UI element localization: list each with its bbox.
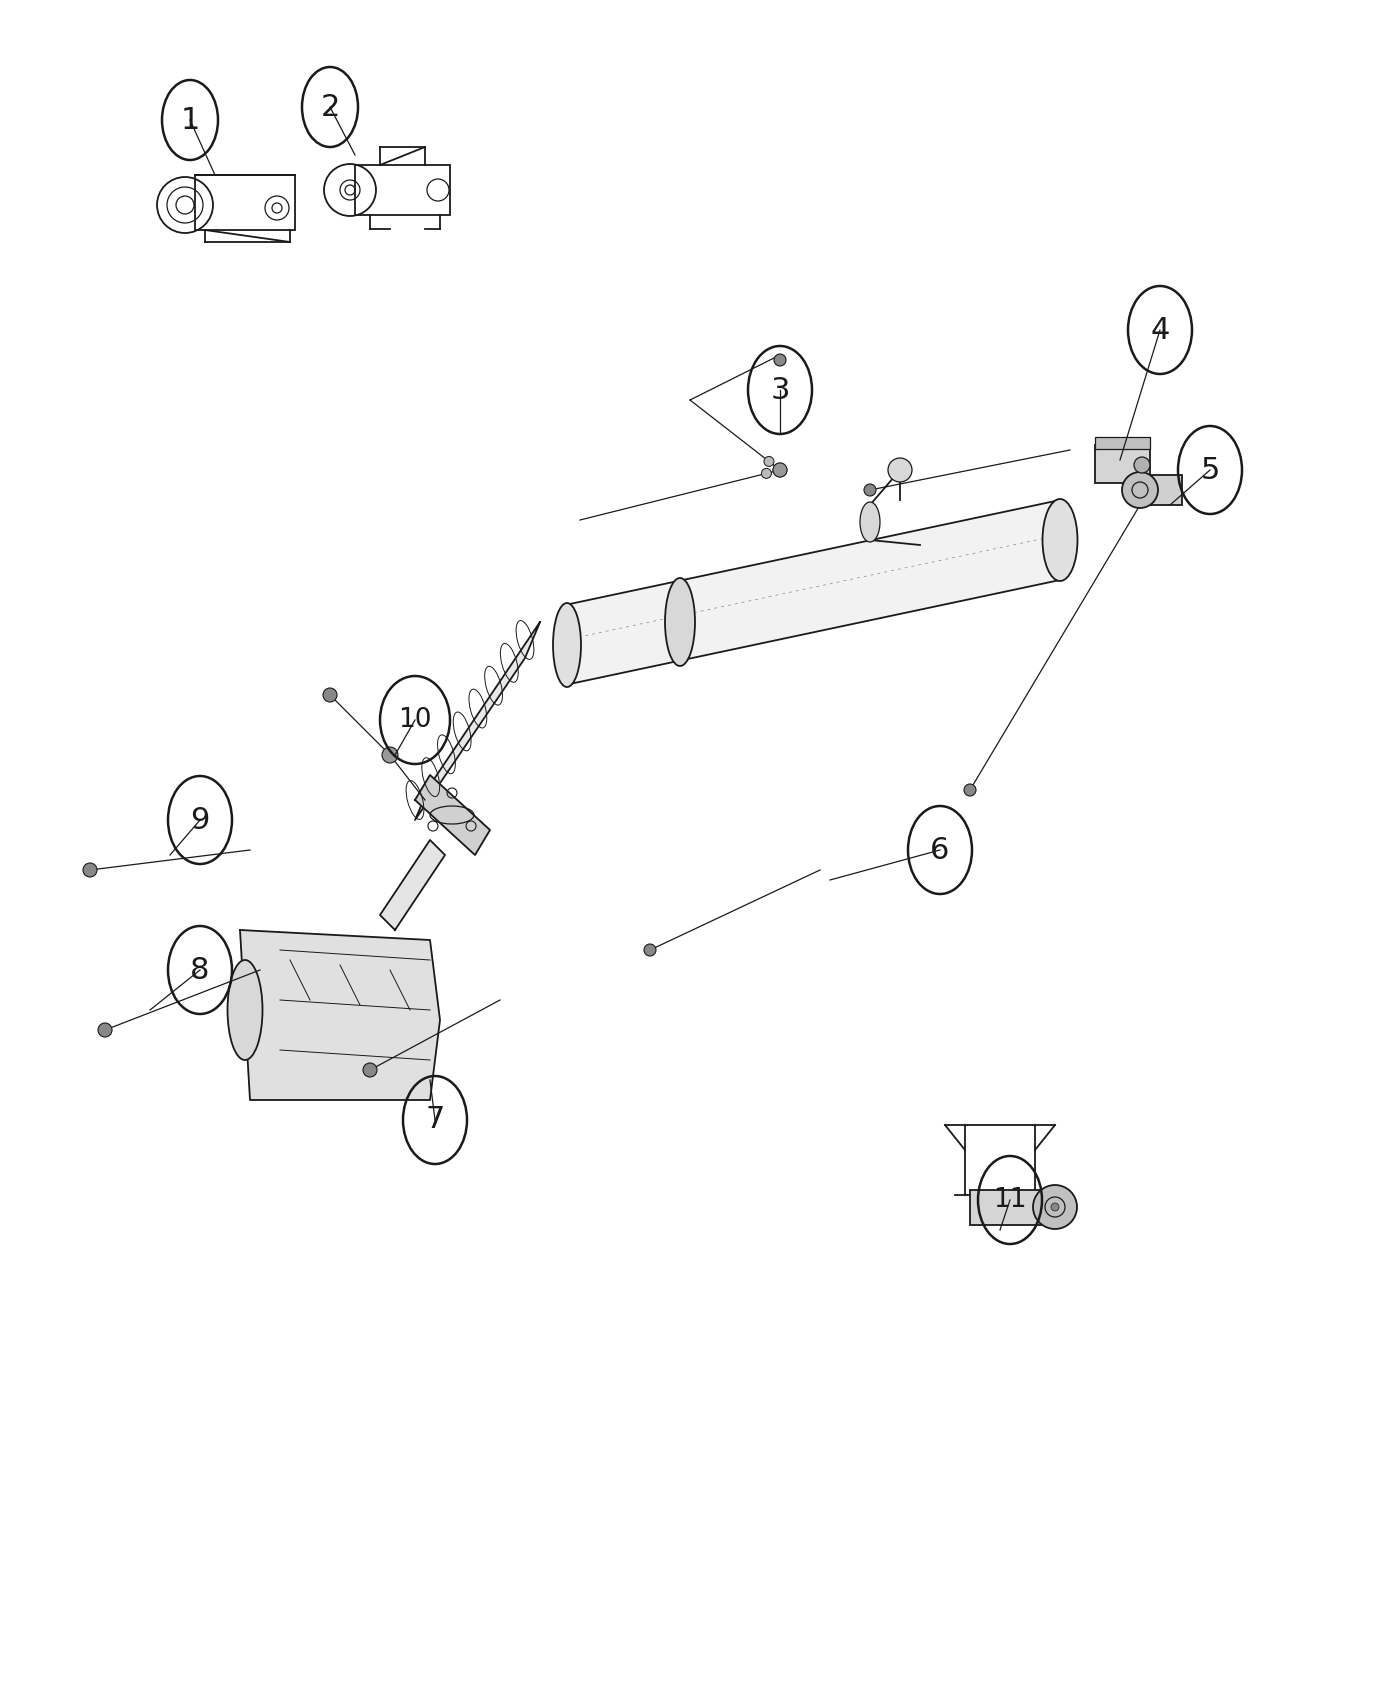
Circle shape (773, 462, 787, 478)
Text: 8: 8 (190, 955, 210, 984)
Circle shape (774, 354, 785, 366)
Text: 7: 7 (426, 1105, 445, 1134)
Circle shape (764, 456, 774, 466)
Ellipse shape (860, 502, 881, 542)
Circle shape (1134, 457, 1149, 473)
Ellipse shape (1043, 500, 1078, 581)
Bar (1095, 437, 1149, 449)
Bar (356, 165, 449, 214)
Polygon shape (414, 622, 540, 819)
Circle shape (762, 469, 771, 478)
Bar (1140, 474, 1182, 505)
Circle shape (965, 784, 976, 796)
Text: 6: 6 (931, 835, 949, 865)
Text: 11: 11 (993, 1187, 1026, 1214)
Bar (970, 1190, 1044, 1226)
Circle shape (382, 746, 398, 763)
Text: 4: 4 (1151, 316, 1169, 345)
Circle shape (773, 462, 787, 478)
Ellipse shape (553, 604, 581, 687)
Text: 2: 2 (321, 92, 340, 121)
Text: 5: 5 (1200, 456, 1219, 484)
Polygon shape (414, 775, 490, 855)
Circle shape (83, 864, 97, 877)
Circle shape (1121, 473, 1158, 508)
Polygon shape (239, 930, 440, 1100)
Text: 3: 3 (770, 376, 790, 405)
Circle shape (644, 944, 657, 955)
Circle shape (98, 1023, 112, 1037)
Ellipse shape (665, 578, 694, 666)
Circle shape (888, 457, 911, 483)
Bar (1095, 445, 1149, 483)
Circle shape (864, 484, 876, 496)
Bar (195, 175, 295, 230)
Polygon shape (379, 840, 445, 930)
Ellipse shape (227, 960, 263, 1061)
Circle shape (1051, 1204, 1058, 1210)
Text: 9: 9 (190, 806, 210, 835)
Circle shape (363, 1062, 377, 1078)
Circle shape (323, 688, 337, 702)
Polygon shape (566, 500, 1060, 685)
Text: 10: 10 (398, 707, 431, 733)
Text: 1: 1 (181, 105, 200, 134)
Circle shape (1033, 1185, 1077, 1229)
